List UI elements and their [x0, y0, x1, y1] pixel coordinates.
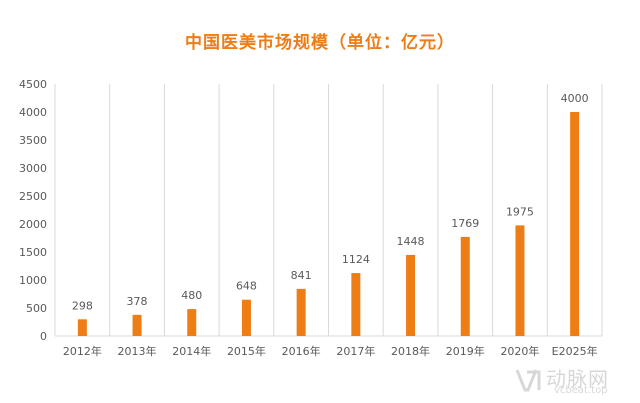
y-tick-label: 3000	[19, 162, 47, 175]
bar	[296, 288, 306, 336]
data-label: 378	[127, 295, 148, 308]
data-label: 298	[72, 299, 93, 312]
bar	[132, 314, 142, 336]
bar	[187, 309, 197, 336]
bar	[406, 254, 416, 336]
x-tick-label: 2012年	[63, 344, 102, 358]
y-tick-label: 0	[40, 330, 47, 343]
y-tick-label: 3500	[19, 134, 47, 147]
y-tick-label: 1000	[19, 274, 47, 287]
y-tick-label: 4500	[19, 78, 47, 91]
vcbeat-logo-icon	[515, 369, 541, 392]
y-tick-label: 500	[26, 302, 47, 315]
x-tick-label: 2016年	[282, 344, 321, 358]
y-tick-label: 2000	[19, 218, 47, 231]
y-tick-label: 2500	[19, 190, 47, 203]
y-tick-label: 1500	[19, 246, 47, 259]
data-label: 1448	[397, 235, 425, 248]
x-tick-label: 2013年	[118, 344, 157, 358]
x-tick-label: 2019年	[446, 344, 485, 358]
chart-title: 中国医美市场规模（单位：亿元）	[185, 33, 455, 53]
data-label: 480	[181, 289, 202, 302]
watermark-url: vcbeat.top	[554, 385, 608, 396]
bar	[241, 299, 251, 336]
data-label: 4000	[561, 92, 589, 105]
x-tick-label: 2018年	[391, 344, 430, 358]
y-tick-label: 4000	[19, 106, 47, 119]
bar	[460, 236, 470, 336]
bar	[570, 112, 580, 336]
data-label: 1975	[506, 205, 534, 218]
x-tick-label: 2020年	[500, 344, 539, 358]
data-label: 648	[236, 280, 257, 293]
x-tick-label: 2017年	[336, 344, 375, 358]
x-tick-label: 2015年	[227, 344, 266, 358]
watermark: 动脉网 vcbeat.top	[514, 363, 632, 397]
x-tick-label: E2025年	[552, 344, 598, 358]
data-label: 1124	[342, 253, 370, 266]
bar	[77, 319, 87, 336]
data-label: 841	[291, 269, 312, 282]
watermark-name: 动脉网	[546, 367, 609, 391]
data-label: 1769	[451, 217, 479, 230]
bar	[515, 225, 525, 336]
x-tick-label: 2014年	[172, 344, 211, 358]
bar	[351, 273, 361, 336]
